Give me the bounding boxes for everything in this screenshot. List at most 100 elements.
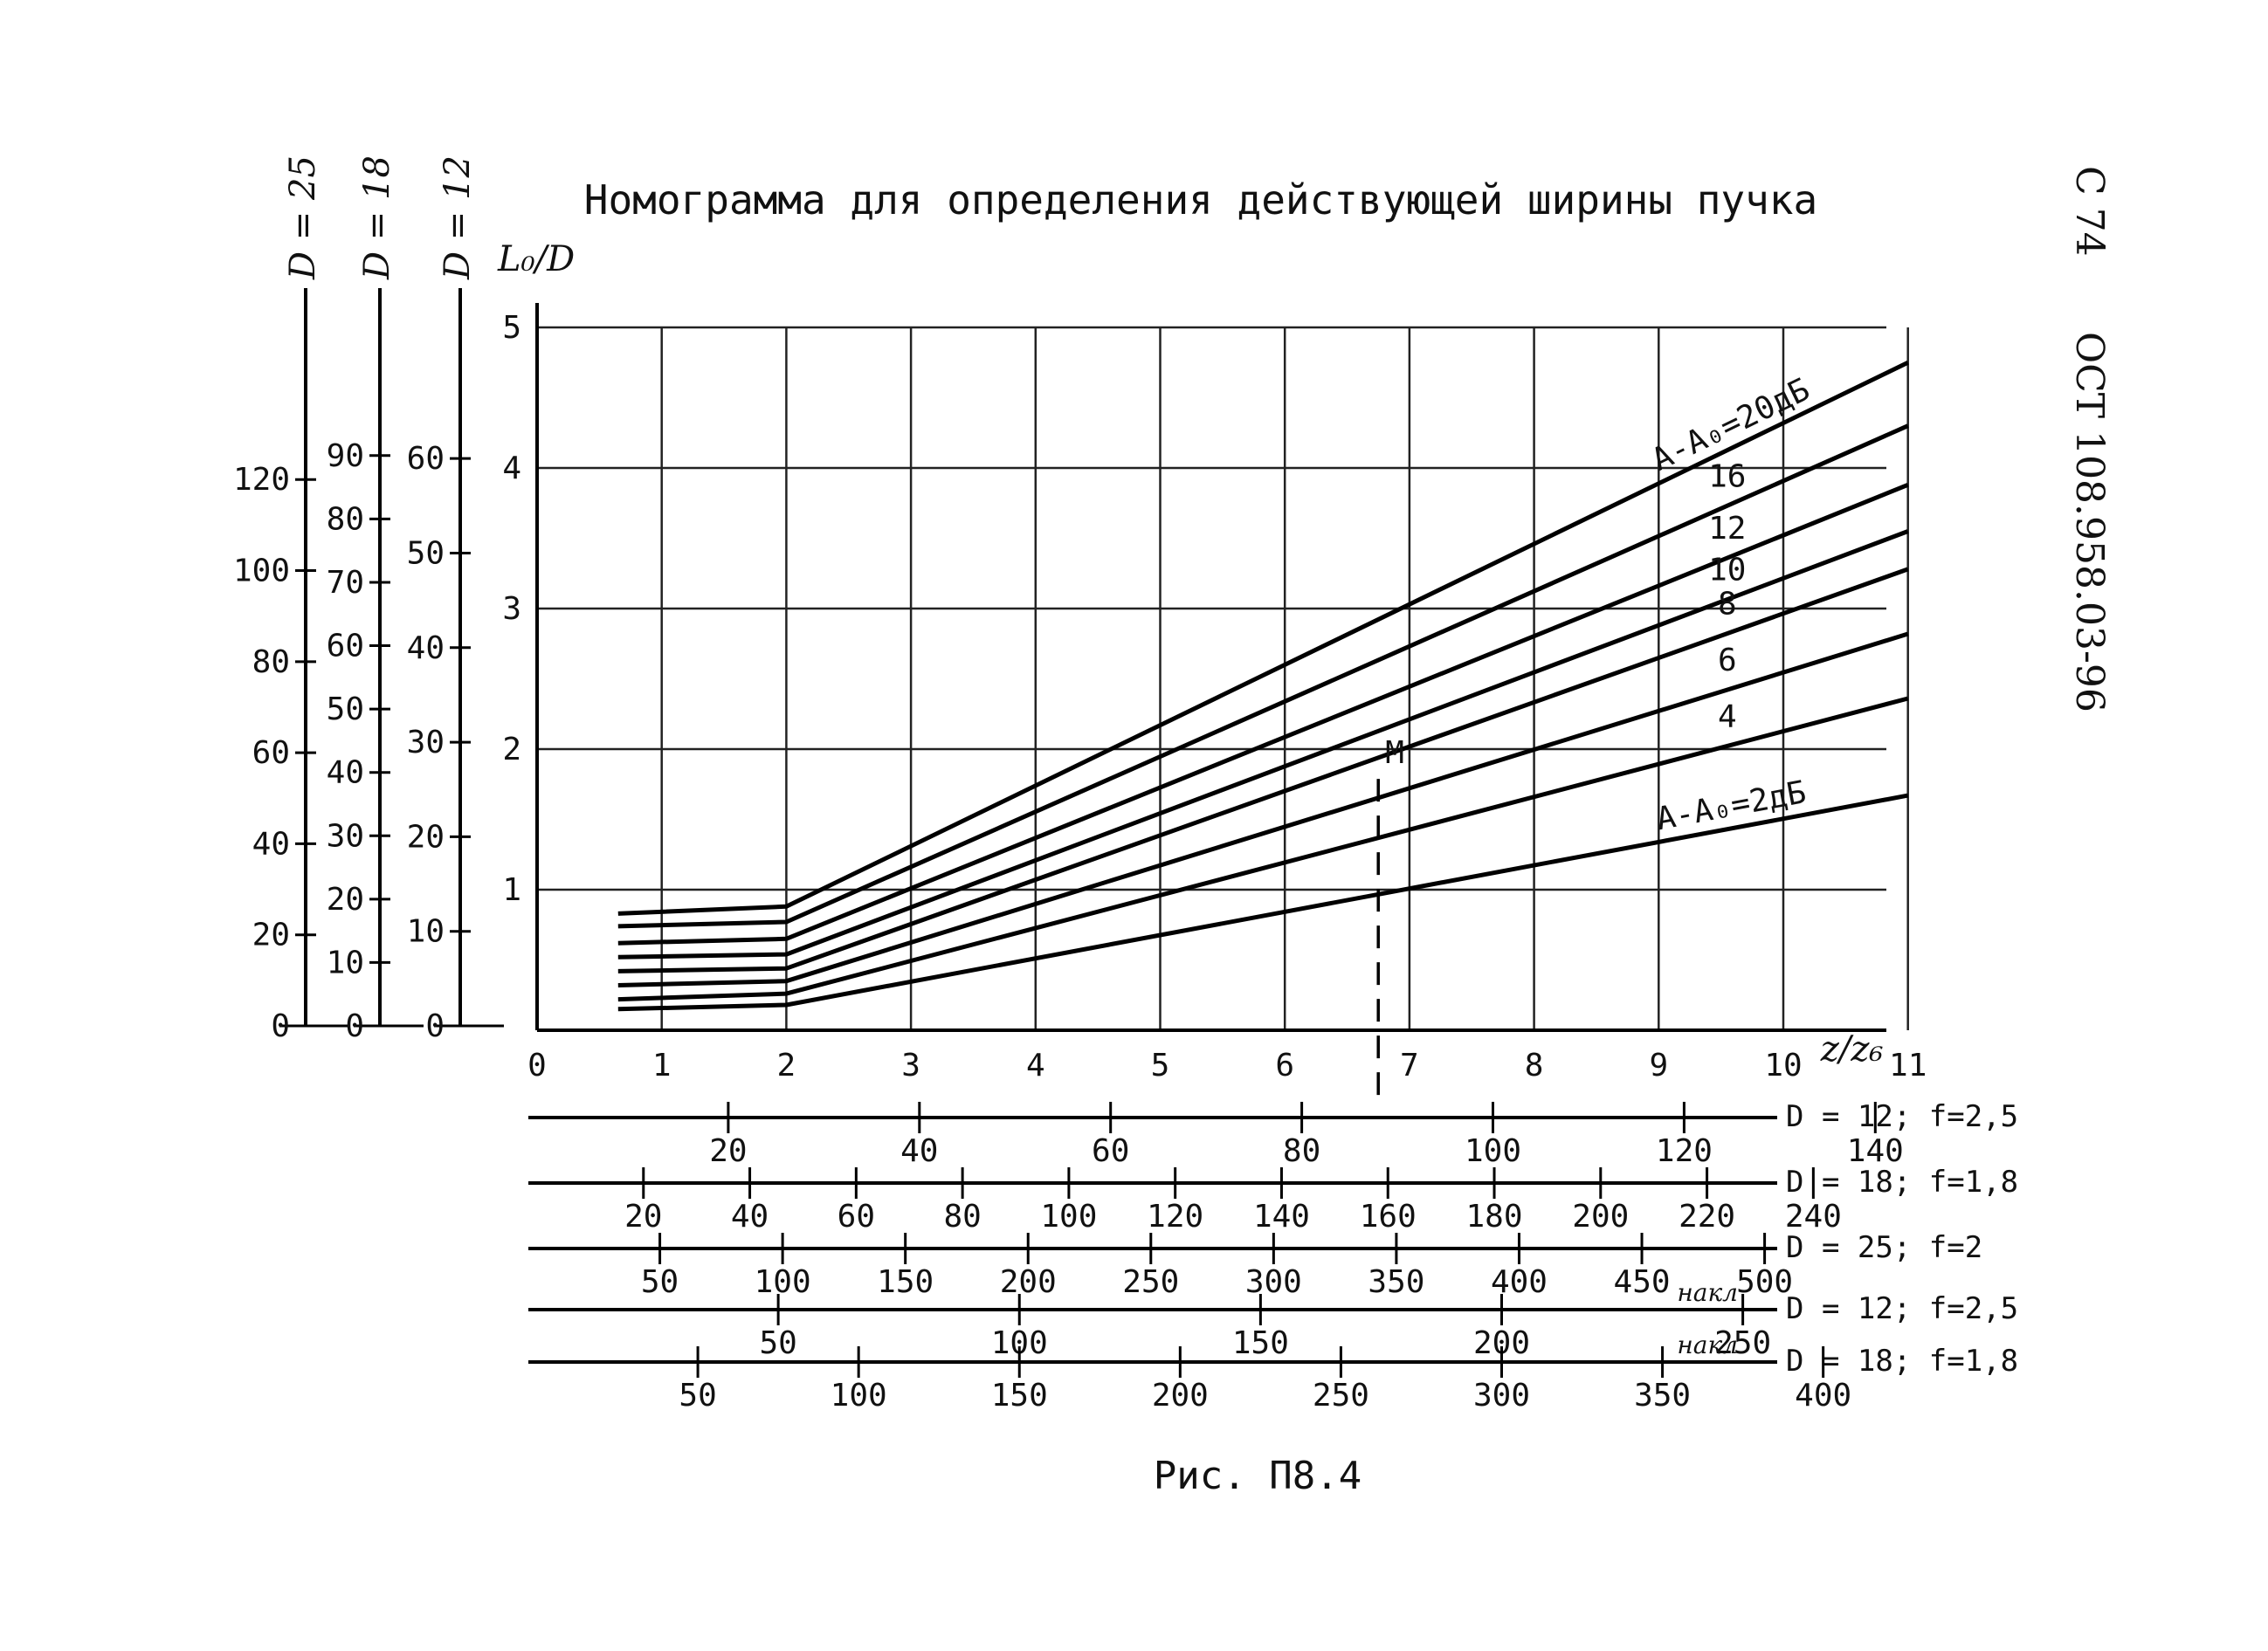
curve-6: [617, 482, 1909, 946]
point-m-label: M: [1385, 735, 1404, 771]
x-tick-label: 5: [1151, 1048, 1170, 1083]
y-tick-label: 3: [502, 591, 521, 627]
x-tick-label: 8: [1525, 1048, 1544, 1083]
x-tick-label: 9: [1649, 1048, 1668, 1083]
left-scale-tick-label: 10: [407, 914, 445, 950]
figure-title: Номограмма для определения действующей ш…: [584, 176, 1817, 224]
left-scale-title: D = 25: [283, 155, 323, 280]
curve-label: 4: [1718, 699, 1737, 735]
left-scale-tick-label: 60: [252, 735, 290, 771]
standard-code: ОСТ 108.958.03-96: [2067, 332, 2112, 712]
bottom-scale-tick-label: 150: [877, 1264, 934, 1300]
left-scale-tick-label: 0: [425, 1008, 445, 1044]
bottom-scale-label: D = 25; f=2: [1786, 1230, 1982, 1265]
left-scale-tick-label: 80: [252, 644, 290, 680]
x-tick-label: 11: [1889, 1048, 1927, 1083]
left-scale-tick-label: 20: [327, 882, 364, 918]
x-tick-label: 3: [901, 1048, 920, 1083]
left-scale-tick-label: 20: [407, 819, 445, 855]
bottom-scale-tick-label: 240: [1785, 1199, 1842, 1235]
bottom-scale-tick-label: 20: [624, 1199, 662, 1235]
left-scale-title: D = 18: [357, 155, 397, 280]
left-scale-tick-label: 0: [271, 1008, 290, 1044]
page-number: С 74: [2067, 166, 2112, 257]
x-tick-label: 0: [527, 1048, 547, 1083]
bottom-scale-tick-label: 50: [641, 1264, 679, 1300]
bottom-scale-label: D = 12; f=2,5: [1786, 1099, 2018, 1134]
bottom-scale-tick-label: 50: [679, 1378, 716, 1414]
bottom-scale-tick-label: 250: [1714, 1325, 1771, 1361]
curve-7: [617, 423, 1909, 929]
bottom-scale-tick-label: 100: [831, 1378, 887, 1414]
bottom-scale-tick-label: 200: [1152, 1378, 1209, 1414]
x-axis-title: z/z₆: [1820, 1029, 1884, 1070]
bottom-scale-tick-label: 180: [1466, 1199, 1523, 1235]
bottom-scale-tick-label: 250: [1313, 1378, 1369, 1414]
bottom-scale-tick-label: 100: [1040, 1199, 1097, 1235]
y-tick-label: 4: [502, 451, 521, 486]
curve-1: [617, 793, 1909, 1012]
bottom-scale-prefix: накл: [1677, 1278, 1738, 1307]
x-tick-label: 10: [1764, 1048, 1802, 1083]
bottom-scale-tick-label: 350: [1368, 1264, 1424, 1300]
bottom-scale-tick-label: 140: [1847, 1133, 1904, 1169]
left-scale-tick-label: 100: [233, 554, 290, 589]
bottom-scale-tick-label: 120: [1656, 1133, 1713, 1169]
bottom-scale-tick-label: 80: [943, 1199, 981, 1235]
bottom-scale-tick-label: 350: [1634, 1378, 1691, 1414]
curve-4: [617, 567, 1909, 973]
bottom-scale-tick-label: 50: [759, 1325, 796, 1361]
left-scale-tick-label: 120: [233, 462, 290, 498]
plot-area: 0 1 2 3 4 5 6 7 8 9 10 1112345L₀/Dz/z₆А-А₀=2дБ46810…: [497, 239, 1927, 1100]
bottom-scale-tick-label: 160: [1360, 1199, 1417, 1235]
left-scale-tick-label: 90: [327, 438, 364, 474]
bottom-scale-tick-label: 60: [1092, 1133, 1129, 1169]
curve-label: 8: [1718, 587, 1737, 623]
left-scale-tick-label: 0: [345, 1008, 364, 1044]
curve-8: [617, 361, 1909, 916]
left-scale-tick-label: 50: [327, 691, 364, 727]
left-scale-tick-label: 60: [407, 441, 445, 477]
left-scale-tick-label: 80: [327, 501, 364, 537]
left-scale-tick-label: 20: [252, 918, 290, 953]
bottom-scale-tick-label: 200: [1572, 1199, 1629, 1235]
bottom-scale-tick-label: 140: [1253, 1199, 1310, 1235]
left-scale-tick-label: 40: [407, 630, 445, 666]
curve-5: [617, 529, 1909, 960]
x-tick-label: 6: [1275, 1048, 1294, 1083]
left-scale-tick-label: 60: [327, 629, 364, 664]
curve-label: 6: [1718, 643, 1737, 678]
bottom-scale-tick-label: 100: [1465, 1133, 1521, 1169]
y-axis-title: L₀/D: [497, 239, 575, 279]
curve-label: 12: [1708, 511, 1746, 547]
bottom-scale-tick-label: 40: [731, 1199, 769, 1235]
y-tick-label: 2: [502, 732, 521, 767]
curve-label: 16: [1708, 458, 1746, 494]
bottom-scale-tick-label: 20: [709, 1133, 747, 1169]
bottom-scale-label: D = 12; f=2,5: [1786, 1291, 2018, 1326]
bottom-scale-tick-label: 150: [991, 1378, 1048, 1414]
curve-3: [617, 631, 1909, 987]
left-scale-title: D = 12: [438, 155, 478, 280]
bottom-scale-tick-label: 100: [755, 1264, 811, 1300]
bottom-scale-tick-label: 300: [1245, 1264, 1302, 1300]
y-tick-label: 1: [502, 872, 521, 908]
bottom-scale-tick-label: 250: [1122, 1264, 1179, 1300]
y-tick-label: 5: [502, 310, 521, 346]
figure-caption: Рис. П8.4: [1154, 1454, 1361, 1498]
left-scale-tick-label: 40: [252, 826, 290, 862]
bottom-scale-tick-label: 300: [1473, 1378, 1530, 1414]
curve-label: 10: [1708, 553, 1746, 588]
x-tick-label: 7: [1400, 1048, 1419, 1083]
bottom-scale-tick-label: 450: [1614, 1264, 1671, 1300]
x-tick-label: 2: [777, 1048, 796, 1083]
left-scale-tick-label: 30: [327, 818, 364, 854]
left-scale-tick-label: 30: [407, 725, 445, 760]
bottom-scale-tick-label: 120: [1147, 1199, 1203, 1235]
bottom-scale-prefix: накл: [1677, 1331, 1738, 1359]
bottom-scale-tick-label: 200: [1000, 1264, 1057, 1300]
left-scale-tick-label: 10: [327, 945, 364, 980]
bottom-scale-tick-label: 400: [1491, 1264, 1548, 1300]
